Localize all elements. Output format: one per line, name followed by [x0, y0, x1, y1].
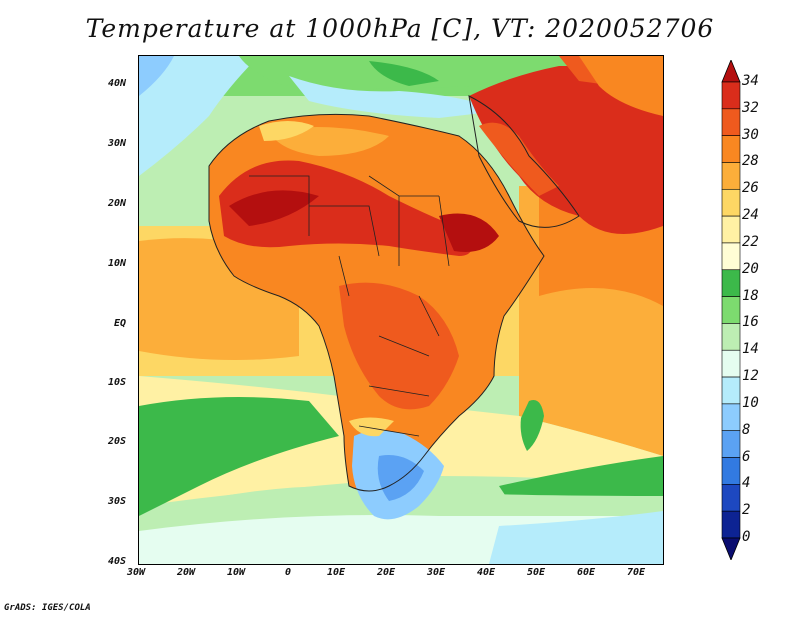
lon-label-10w: 10W — [227, 567, 246, 578]
red-sea-coast — [479, 122, 559, 196]
mediterranean-sea — [289, 76, 499, 118]
colorbar-label: 34 — [742, 73, 759, 89]
north-atlantic-cold — [139, 56, 174, 96]
lon-label-40e: 40E — [477, 567, 496, 578]
colorbar-label: 26 — [742, 180, 759, 197]
colorbar-segment — [721, 215, 741, 244]
credit-text: GrADS: IGES/COLA — [4, 603, 91, 613]
lon-label-0: 0 — [285, 567, 292, 578]
colorbar-segment — [721, 403, 741, 432]
lat-label-20n: 20N — [108, 198, 127, 209]
angola-mild — [349, 417, 394, 437]
lon-label-60e: 60E — [577, 567, 596, 578]
lon-label-10e: 10E — [327, 567, 346, 578]
colorbar-segment — [721, 484, 741, 512]
colorbar-segment — [721, 269, 741, 297]
colorbar-segment — [721, 242, 741, 271]
colorbar-label: 14 — [742, 341, 759, 358]
colorbar-segment — [721, 430, 741, 458]
colorbar-label: 2 — [742, 502, 751, 519]
colorbar-label: 0 — [742, 529, 751, 545]
south-atlantic-green — [139, 397, 339, 516]
colorbar-label: 4 — [742, 475, 751, 492]
colorbar-label: 16 — [742, 314, 759, 331]
southern-indian-cold — [489, 511, 663, 564]
colorbar-label: 30 — [742, 126, 759, 143]
colorbar-label: 28 — [742, 153, 759, 170]
colorbar-segment — [721, 323, 741, 351]
lon-label-20e: 20E — [377, 567, 396, 578]
lon-label-30w: 30W — [127, 567, 146, 578]
colorbar-bottom-triangle — [721, 537, 741, 560]
lon-label-20w: 20W — [177, 567, 196, 578]
colorbar-label: 22 — [742, 233, 759, 250]
lat-label-10s: 10S — [108, 377, 127, 388]
lat-label-eq: EQ — [114, 318, 127, 329]
colorbar-segment — [721, 349, 741, 378]
central-africa-warm — [339, 282, 459, 410]
colorbar-segment — [721, 188, 741, 217]
atlas-cool — [259, 121, 314, 141]
central-asia — [579, 56, 663, 116]
colorbar-segment — [721, 296, 741, 324]
madagascar — [520, 400, 544, 451]
colorbar-label: 20 — [742, 260, 759, 277]
colorbar-segments — [721, 60, 741, 560]
colorbar-label: 10 — [742, 394, 759, 411]
colorbar-label: 24 — [742, 207, 759, 224]
lat-label-40s: 40S — [108, 556, 127, 567]
colorbar-segment — [721, 135, 741, 163]
africa-outline — [208, 113, 545, 492]
lat-label-30s: 30S — [108, 496, 127, 507]
colorbar-segment — [721, 108, 741, 136]
map-svg — [139, 56, 663, 564]
middle-east-hot — [469, 66, 663, 234]
colorbar-segment — [721, 376, 741, 405]
colorbar-label: 18 — [742, 287, 759, 304]
colorbar-segment — [721, 457, 741, 485]
kalahari-cold — [377, 455, 424, 501]
chart-title: Temperature at 1000hPa [C], VT: 20200527… — [85, 14, 715, 43]
lat-label-40n: 40N — [108, 78, 127, 89]
sahara-hot — [219, 160, 473, 256]
colorbar-top-triangle — [721, 60, 741, 83]
lon-label-30e: 30E — [427, 567, 446, 578]
balkans-land — [369, 61, 439, 86]
colorbar — [721, 60, 741, 560]
lat-label-30n: 30N — [108, 138, 127, 149]
colorbar-label: 6 — [742, 448, 751, 465]
temperature-map — [138, 55, 664, 565]
lon-label-50e: 50E — [527, 567, 546, 578]
colorbar-segment — [721, 81, 741, 110]
country-borders — [249, 175, 450, 437]
colorbar-segment — [721, 510, 741, 539]
lat-label-10n: 10N — [108, 258, 127, 269]
colorbar-label: 32 — [742, 99, 759, 116]
mali-hottest — [229, 190, 319, 226]
north-atlantic-cool — [139, 56, 259, 176]
colorbar-label: 12 — [742, 368, 759, 385]
colorbar-label: 8 — [742, 421, 751, 438]
colorbar-segment — [721, 162, 741, 190]
lat-label-20s: 20S — [108, 436, 127, 447]
sudan-hottest — [439, 213, 499, 252]
lon-label-70e: 70E — [627, 567, 646, 578]
arabia-outline — [468, 95, 580, 228]
